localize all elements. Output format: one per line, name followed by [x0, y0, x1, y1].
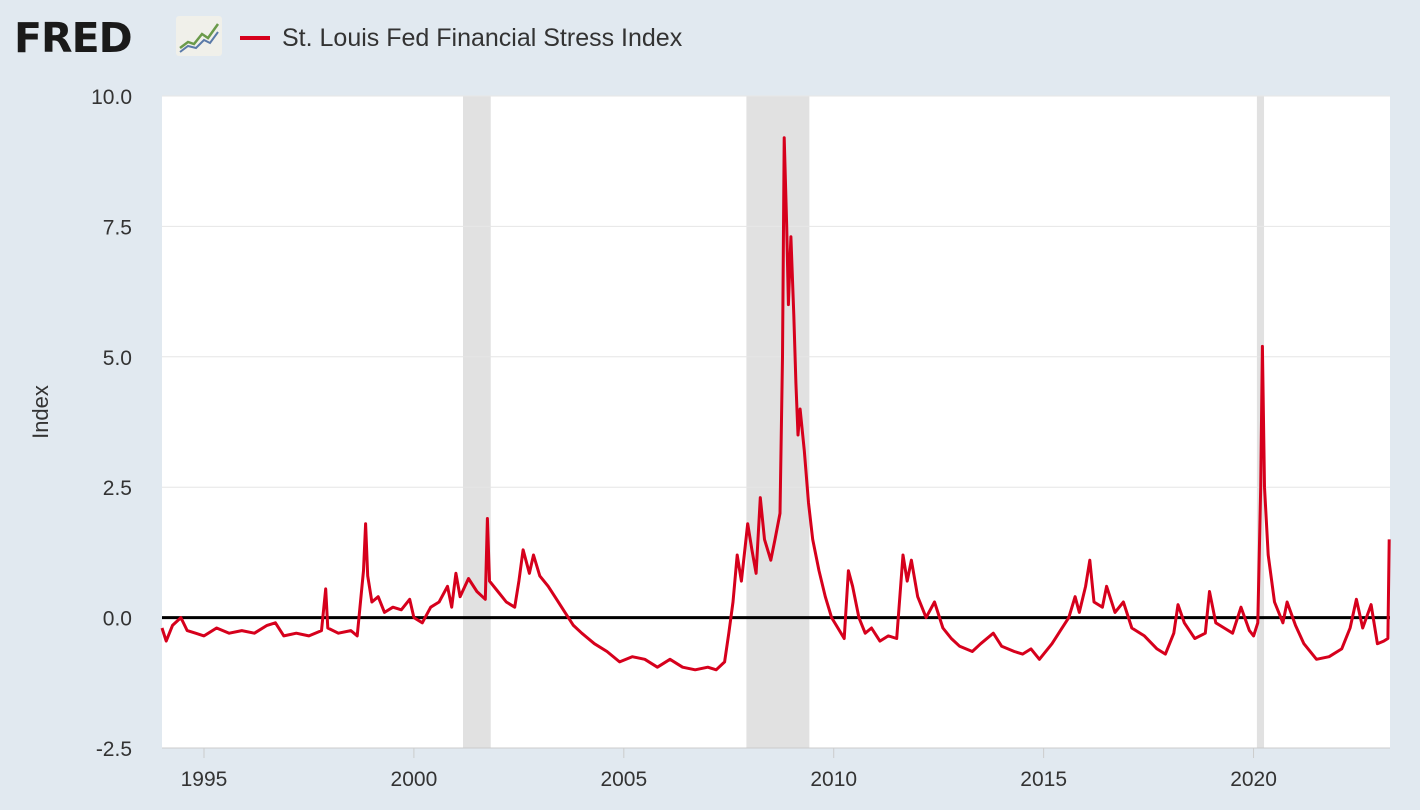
- y-axis-ticks: 10.0 7.5 5.0 2.5 0.0 -2.5: [91, 86, 132, 761]
- fred-line-chart-logo-icon: [176, 16, 222, 56]
- y-tick-label: 5.0: [103, 347, 132, 370]
- chart-legend[interactable]: St. Louis Fed Financial Stress Index: [240, 22, 682, 54]
- y-tick-label: 2.5: [103, 477, 132, 500]
- legend-swatch: [240, 36, 270, 40]
- y-tick-label: -2.5: [96, 738, 132, 761]
- fred-logo[interactable]: FRED: [14, 14, 133, 62]
- y-axis-label: Index: [28, 385, 53, 439]
- recession-bands: [463, 96, 1265, 748]
- y-tick-label: 7.5: [103, 216, 132, 239]
- series-line-stlfsi[interactable]: [160, 136, 1391, 672]
- x-tick-label: 2020: [1230, 768, 1277, 791]
- x-tick-label: 2000: [391, 768, 438, 791]
- y-tick-label: 10.0: [91, 86, 132, 109]
- x-tick-label: 2015: [1020, 768, 1067, 791]
- x-tick-label: 2010: [810, 768, 857, 791]
- x-axis-ticks: 1995 2000 2005 2010 2015 2020: [162, 747, 1390, 791]
- recession-band: [463, 96, 491, 748]
- x-tick-label: 1995: [181, 768, 228, 791]
- legend-series-label: St. Louis Fed Financial Stress Index: [282, 23, 683, 52]
- x-tick-label: 2005: [600, 768, 647, 791]
- y-tick-label: 0.0: [103, 608, 132, 631]
- chart-header: FRED St. Louis Fed Financial Stress Inde…: [0, 0, 1420, 80]
